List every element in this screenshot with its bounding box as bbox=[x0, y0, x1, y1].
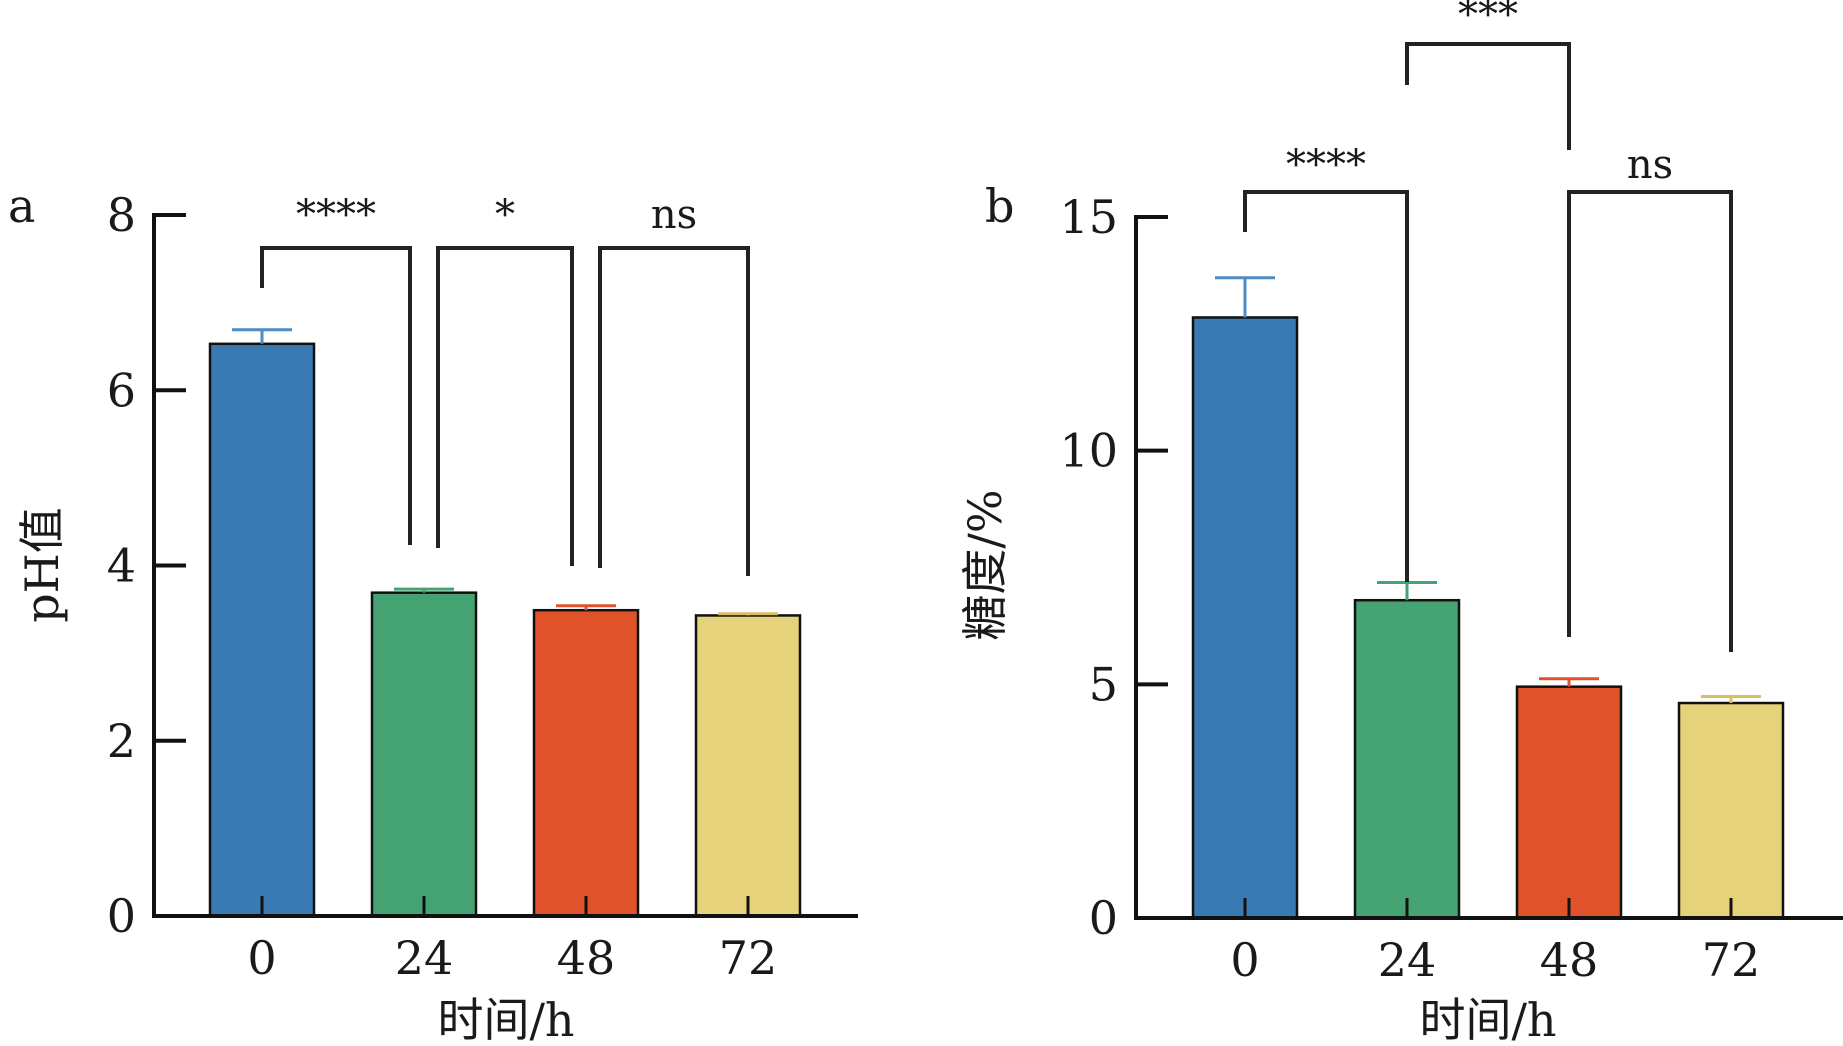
error-bar-0 bbox=[232, 328, 292, 344]
y-tick-label: 0 bbox=[1089, 891, 1118, 945]
panel-label: a bbox=[8, 179, 35, 233]
error-bar-72 bbox=[718, 612, 778, 616]
y-axis-title: pH值 bbox=[15, 507, 69, 623]
significance-label: **** bbox=[296, 192, 376, 238]
x-tick-label: 0 bbox=[247, 931, 276, 985]
bar-48 bbox=[1515, 685, 1623, 920]
y-tick-label: 5 bbox=[1089, 657, 1118, 711]
significance-label: ns bbox=[651, 192, 697, 238]
x-tick-label: 0 bbox=[1230, 933, 1259, 987]
x-axis-title: 时间/h bbox=[1419, 993, 1556, 1046]
bar-0 bbox=[1191, 316, 1299, 920]
x-axis-title: 时间/h bbox=[437, 993, 574, 1046]
x-tick-label: 48 bbox=[557, 931, 616, 985]
bar-24 bbox=[1353, 598, 1461, 920]
y-tick-label: 10 bbox=[1059, 424, 1118, 478]
bar-0 bbox=[208, 342, 316, 918]
x-tick-label: 24 bbox=[395, 931, 454, 985]
bar-24 bbox=[370, 591, 478, 918]
significance-label: *** bbox=[1458, 0, 1518, 38]
y-tick-label: 0 bbox=[107, 889, 136, 943]
error-bar-72 bbox=[1701, 694, 1761, 704]
y-tick-label: 2 bbox=[107, 714, 136, 768]
bar-72 bbox=[1677, 701, 1785, 920]
significance-bracket: **** bbox=[1243, 142, 1409, 582]
x-tick-label: 24 bbox=[1378, 933, 1437, 987]
significance-label: ns bbox=[1627, 142, 1673, 188]
significance-label: * bbox=[495, 192, 515, 238]
x-tick-label: 48 bbox=[1540, 933, 1599, 987]
significance-label: **** bbox=[1286, 142, 1366, 188]
x-tick-label: 72 bbox=[719, 931, 778, 985]
bar-72 bbox=[694, 614, 802, 918]
y-tick-label: 8 bbox=[107, 188, 136, 242]
significance-bracket: **** bbox=[260, 192, 412, 545]
x-tick-label: 72 bbox=[1702, 933, 1761, 987]
y-tick-label: 4 bbox=[107, 539, 136, 593]
error-bar-48 bbox=[556, 604, 616, 611]
bar-48 bbox=[532, 608, 640, 918]
y-axis-title: 糖度/% bbox=[958, 489, 1012, 640]
significance-bracket: *** bbox=[1405, 0, 1571, 150]
error-bar-24 bbox=[394, 587, 454, 593]
error-bar-48 bbox=[1539, 677, 1599, 687]
significance-bracket: ns bbox=[598, 192, 750, 576]
error-bar-0 bbox=[1215, 276, 1275, 318]
error-bar-24 bbox=[1377, 580, 1437, 601]
panel-label: b bbox=[985, 179, 1014, 233]
significance-bracket: ns bbox=[1567, 142, 1733, 652]
significance-bracket: * bbox=[436, 192, 574, 566]
y-tick-label: 15 bbox=[1059, 190, 1118, 244]
y-tick-label: 6 bbox=[107, 363, 136, 417]
